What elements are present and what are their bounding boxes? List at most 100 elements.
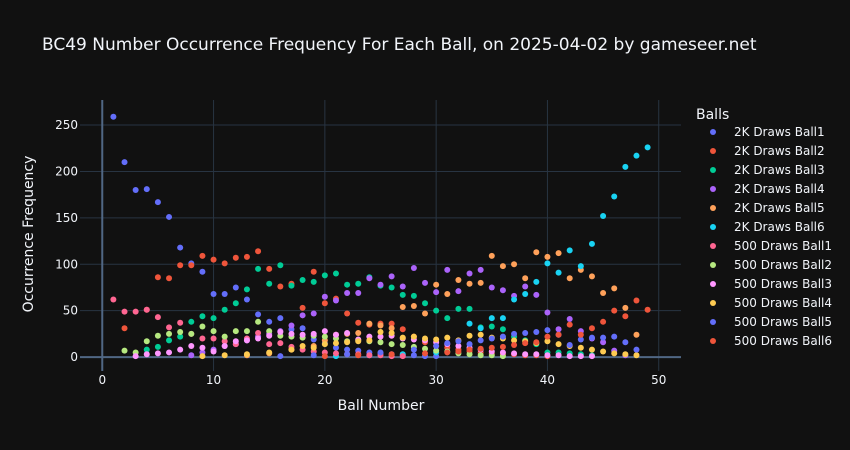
data-point <box>377 322 384 329</box>
data-point <box>577 344 584 351</box>
data-point <box>522 329 529 336</box>
data-point <box>488 284 495 291</box>
data-point <box>143 338 150 345</box>
data-point <box>321 300 328 307</box>
legend-label: 500 Draws Ball4 <box>734 296 832 310</box>
data-point <box>366 320 373 327</box>
data-point <box>177 262 184 269</box>
data-point <box>399 283 406 290</box>
data-point <box>588 346 595 353</box>
data-point <box>388 284 395 291</box>
data-point <box>188 262 195 269</box>
data-point <box>422 279 429 286</box>
data-point <box>199 335 206 342</box>
data-point <box>410 292 417 299</box>
data-point <box>288 322 295 329</box>
data-point <box>410 346 417 353</box>
data-point <box>221 338 228 345</box>
data-point <box>355 329 362 336</box>
data-point <box>566 275 573 282</box>
series-points <box>332 144 651 360</box>
data-point <box>332 344 339 351</box>
data-point <box>199 353 206 360</box>
data-point <box>566 321 573 328</box>
data-point <box>555 250 562 257</box>
data-point <box>466 280 473 287</box>
data-point <box>544 260 551 267</box>
data-point <box>321 333 328 340</box>
data-point <box>166 330 173 337</box>
legend-marker <box>710 167 716 173</box>
data-point <box>522 275 529 282</box>
data-point <box>511 350 518 357</box>
data-point <box>577 336 584 343</box>
data-point <box>633 352 640 359</box>
data-point <box>277 315 284 322</box>
data-point <box>377 329 384 336</box>
data-point <box>232 328 239 335</box>
data-point <box>544 338 551 345</box>
data-point <box>355 352 362 359</box>
data-point <box>533 249 540 256</box>
data-point <box>488 323 495 330</box>
data-point <box>633 297 640 304</box>
data-point <box>355 338 362 345</box>
data-point <box>477 279 484 286</box>
legend-label: 2K Draws Ball3 <box>734 163 825 177</box>
data-point <box>366 275 373 282</box>
data-point <box>177 346 184 353</box>
data-point <box>455 305 462 312</box>
data-point <box>611 350 618 357</box>
legend-marker <box>710 281 716 287</box>
data-point <box>466 346 473 353</box>
data-point <box>555 326 562 333</box>
legend-label: 2K Draws Ball6 <box>734 220 825 234</box>
data-point <box>255 335 262 342</box>
data-point <box>455 342 462 349</box>
data-point <box>611 193 618 200</box>
data-point <box>199 344 206 351</box>
data-point <box>444 290 451 297</box>
data-point <box>199 252 206 259</box>
legend-marker <box>710 224 716 230</box>
data-point <box>544 352 551 359</box>
data-point <box>511 342 518 349</box>
y-tick-label: 200 <box>55 164 78 178</box>
data-point <box>522 283 529 290</box>
data-point <box>477 345 484 352</box>
data-point <box>332 340 339 347</box>
data-point <box>210 315 217 322</box>
x-tick-label: 0 <box>98 373 106 387</box>
data-point <box>377 281 384 288</box>
data-point <box>388 329 395 336</box>
data-point <box>611 307 618 314</box>
data-point <box>600 334 607 341</box>
data-point <box>499 315 506 322</box>
data-point <box>622 163 629 170</box>
data-point <box>633 152 640 159</box>
legend-marker <box>710 243 716 249</box>
data-point <box>455 338 462 345</box>
data-point <box>577 353 584 360</box>
data-point <box>243 328 250 335</box>
data-point <box>344 281 351 288</box>
data-point <box>444 315 451 322</box>
data-point <box>544 253 551 260</box>
data-point <box>299 304 306 311</box>
data-point <box>566 316 573 323</box>
series-points <box>188 264 629 359</box>
y-axis-title: Occurrence Frequency <box>21 156 37 313</box>
data-point <box>266 341 273 348</box>
data-point <box>588 273 595 280</box>
legend-marker <box>710 186 716 192</box>
data-point <box>310 278 317 285</box>
data-point <box>232 284 239 291</box>
data-point <box>477 352 484 359</box>
data-point <box>121 308 128 315</box>
data-point <box>555 269 562 276</box>
data-point <box>522 290 529 297</box>
data-point <box>388 273 395 280</box>
data-point <box>210 348 217 355</box>
data-point <box>600 290 607 297</box>
legend-label: 2K Draws Ball5 <box>734 201 825 215</box>
